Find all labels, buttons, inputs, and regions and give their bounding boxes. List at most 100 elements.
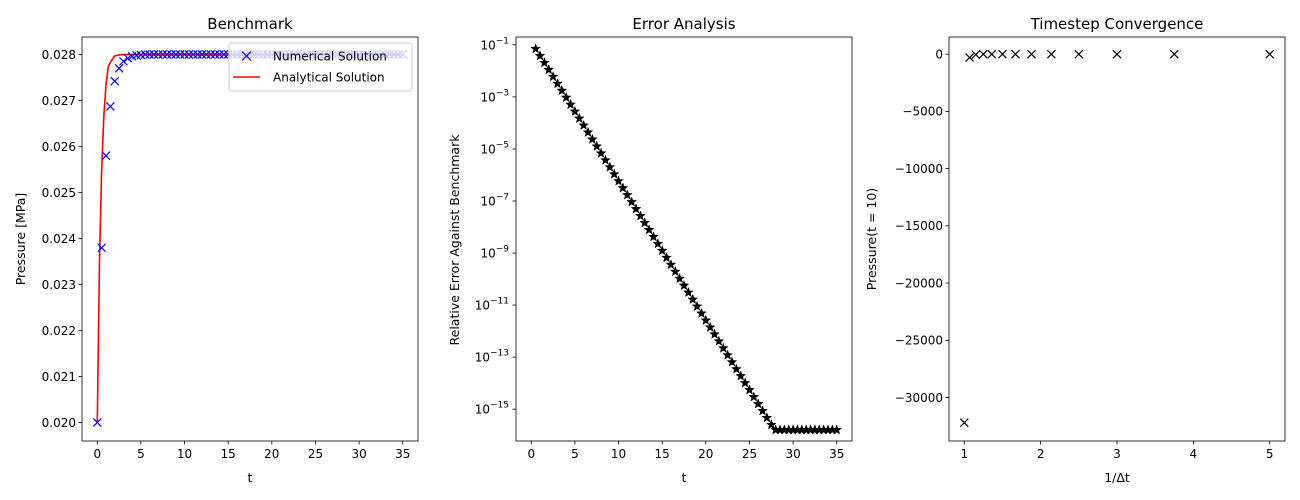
relative-error-point [543,64,555,75]
relative-error-point [726,356,738,367]
benchmark-y-tick-label: 0.025 [42,186,76,200]
relative-error-point [678,279,690,291]
benchmark-y-ticks: 0.020 0.021 0.022 0.023 0.024 0.025 0.026 0.027… [42,48,82,430]
numerical-solution-point [119,56,128,66]
pressure-point [965,53,975,63]
benchmark-x-tick-label: 35 [395,447,410,461]
relative-error-point [604,161,616,172]
error-y-tick-label: 10−11 [475,297,509,313]
pressure-point [1046,49,1056,59]
numerical-solution-point [162,50,172,59]
relative-error-point [687,293,699,305]
error-y-tick-label: 10−5 [480,140,509,156]
numerical-solution-point [97,243,107,253]
benchmark-plot-area [92,50,408,428]
relative-error-point [621,189,633,200]
numerical-solution-point [110,76,120,86]
benchmark-y-tick-label: 0.027 [42,94,76,108]
relative-error-point [700,314,712,326]
benchmark-y-tick-label: 0.028 [42,48,76,62]
error-y-ticks: 10−1 10−3 10−5 10−7 10−9 10−11 10−13 10−15 [475,36,516,417]
benchmark-ylabel: Pressure [MPa] [13,193,28,286]
relative-error-point [752,398,764,409]
pressure-point [987,49,997,59]
benchmark-axes-frame [81,36,419,442]
pressure-point [1265,49,1275,59]
relative-error-point [530,43,542,54]
error-y-tick-label: 10−7 [480,192,509,208]
error-y-tick-label: 10−15 [475,401,509,417]
relative-error-point [831,424,843,435]
relative-error-point [748,391,760,402]
benchmark-y-tick-label: 0.024 [42,232,76,246]
numerical-solution-point [92,418,102,428]
relative-error-point [595,147,607,158]
relative-error-point [722,349,734,360]
numerical-solution-point [184,50,194,59]
error-y-tick-label: 10−13 [475,349,509,365]
convergence-x-tick-label: 3 [1113,447,1121,461]
relative-error-point [639,217,651,228]
benchmark-y-tick-label: 0.021 [42,370,76,384]
relative-error-point [565,98,576,110]
numerical-solution-point [193,50,203,59]
error-y-tick-label: 10−3 [480,88,509,104]
error-x-tick-label: 0 [527,447,535,461]
numerical-solution-point [123,53,133,63]
error-xlabel: t [682,470,687,485]
relative-error-point [630,203,642,214]
analytical-solution-line [96,53,403,423]
benchmark-x-tick-label: 0 [93,447,101,461]
relative-error-point [573,112,585,124]
numerical-solution-point [101,151,111,161]
relative-error-point [761,412,773,423]
benchmark-y-tick-label: 0.023 [42,278,76,292]
relative-error-point [552,77,563,89]
convergence-x-ticks: 1 2 3 4 5 [960,441,1274,461]
error-x-tick-label: 5 [571,447,579,461]
relative-error-point [643,224,655,235]
benchmark-x-tick-label: 15 [221,447,236,461]
convergence-x-tick-label: 5 [1266,447,1274,461]
relative-error-point [617,182,629,193]
convergence-plot-area [959,49,1275,428]
relative-error-point [586,133,598,144]
error-x-ticks: 0 5 10 15 20 25 30 35 [527,441,844,461]
error-ylabel: Relative Error Against Benchmark [447,134,462,346]
convergence-y-tick-label: −20000 [895,276,943,290]
relative-error-point [709,328,720,339]
pressure-point [1074,49,1084,59]
pressure-point [1011,49,1020,59]
numerical-solution-point [201,50,211,59]
relative-error-point [556,84,568,96]
numerical-solution-point [114,63,124,73]
numerical-solution-point [215,50,224,59]
relative-error-point [560,91,572,103]
numerical-solution-point [167,50,176,59]
relative-error-point [600,154,611,165]
benchmark-y-tick-label: 0.022 [42,324,76,338]
benchmark-x-tick-label: 5 [137,447,145,461]
benchmark-x-tick-label: 30 [351,447,366,461]
numerical-solution-point [149,50,159,59]
pressure-point [998,49,1007,59]
numerical-solution-point [140,50,150,59]
numerical-solution-point [188,50,198,59]
relative-error-point [534,50,546,61]
benchmark-x-ticks: 0 5 10 15 20 25 30 35 [93,441,410,461]
legend-marker-numerical [241,51,252,61]
convergence-axes-frame [948,36,1286,442]
relative-error-point [661,252,672,263]
benchmark-legend: Numerical Solution Analytical Solution [228,42,413,92]
convergence-panel: Timestep Convergence 1 2 3 4 5 0 −5000 −10000 −… [864,15,1286,485]
relative-error-point [669,265,681,277]
convergence-y-tick-label: −30000 [895,391,943,405]
pressure-point [1112,49,1122,59]
convergence-y-ticks: 0 −5000 −10000 −15000 −20000 −25000 −30000 [895,47,949,405]
numerical-solution-point [210,50,220,59]
error-x-tick-label: 35 [829,447,844,461]
legend-label-analytical: Analytical Solution [273,71,385,85]
benchmark-xlabel: t [248,470,253,485]
relative-error-point [744,384,755,395]
convergence-x-tick-label: 1 [960,447,968,461]
